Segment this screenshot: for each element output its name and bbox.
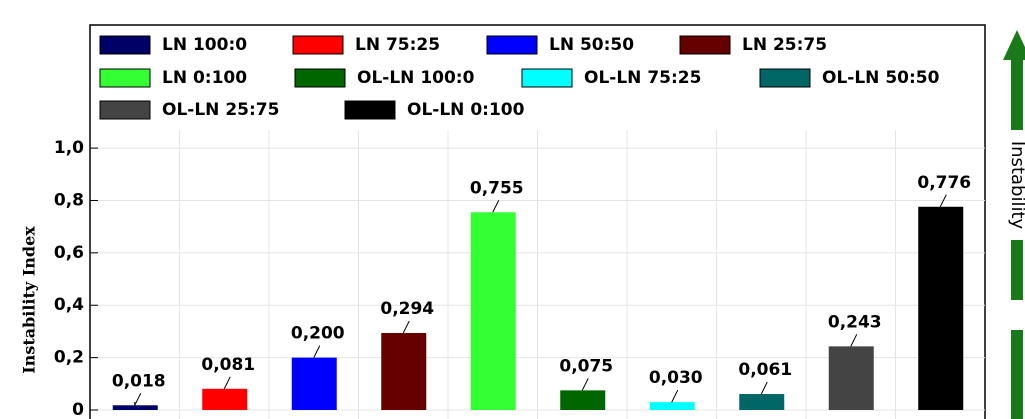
label-leader [134,393,142,406]
legend-label: OL-LN 50:50 [822,68,940,88]
value-label: 0,081 [201,355,255,375]
instability-annotation: Instability [1007,141,1025,230]
value-label: 0,200 [291,324,345,344]
label-leader [760,381,768,395]
y-tick-label: 0,6 [54,243,84,263]
legend-swatch [294,68,346,88]
y-tick-label: 0,8 [54,190,84,210]
legend-label: LN 25:75 [742,35,827,55]
bar [202,388,248,410]
legend-label: LN 0:100 [162,68,247,88]
label-leader [581,378,589,391]
legend-swatch [759,68,811,88]
legend-swatch [292,35,344,55]
legend-label: OL-LN 25:75 [162,100,279,120]
legend-swatch [99,35,151,55]
value-label: 0,294 [380,299,434,319]
bar [828,346,874,410]
bar [470,212,516,410]
legend-swatch [486,35,538,55]
bar [381,333,427,410]
y-tick-label: 0,2 [54,348,84,368]
label-leader [939,194,947,207]
value-label: 0,075 [559,356,613,376]
y-tick-label: 0,4 [54,295,84,315]
legend-label: LN 50:50 [549,35,634,55]
legend-label: OL-LN 100:0 [357,68,475,88]
label-leader [223,376,231,390]
legend-swatch [679,35,731,55]
value-label: 0,018 [112,371,166,391]
value-label: 0,061 [738,360,792,380]
bar [112,405,158,410]
legend-swatch [99,68,151,88]
bar [560,390,606,410]
bar [649,402,695,410]
legend-label: LN 100:0 [162,35,247,55]
bar [918,206,964,410]
legend-swatch [344,100,396,120]
label-leader [671,389,679,403]
legend-label: LN 75:25 [355,35,440,55]
value-label: 0,776 [917,173,971,193]
bar [291,357,337,410]
label-leader [492,200,500,213]
legend-swatch [521,68,573,88]
label-leader [850,334,858,347]
legend-label: OL-LN 0:100 [407,100,525,120]
legend-label: OL-LN 75:25 [584,68,701,88]
arrow-gap [1006,130,1025,240]
value-label: 0,243 [828,312,882,332]
value-label: 0,755 [470,178,524,198]
y-axis-label: Instability Index [20,226,39,374]
arrow-tail [1011,330,1023,419]
label-leader [402,320,410,334]
y-tick-label: 1,0 [54,138,84,158]
label-leader [313,345,321,358]
legend-swatch [99,100,151,120]
value-label: 0,030 [649,368,703,388]
bar [739,394,785,410]
y-tick-label: 0 [72,400,84,419]
